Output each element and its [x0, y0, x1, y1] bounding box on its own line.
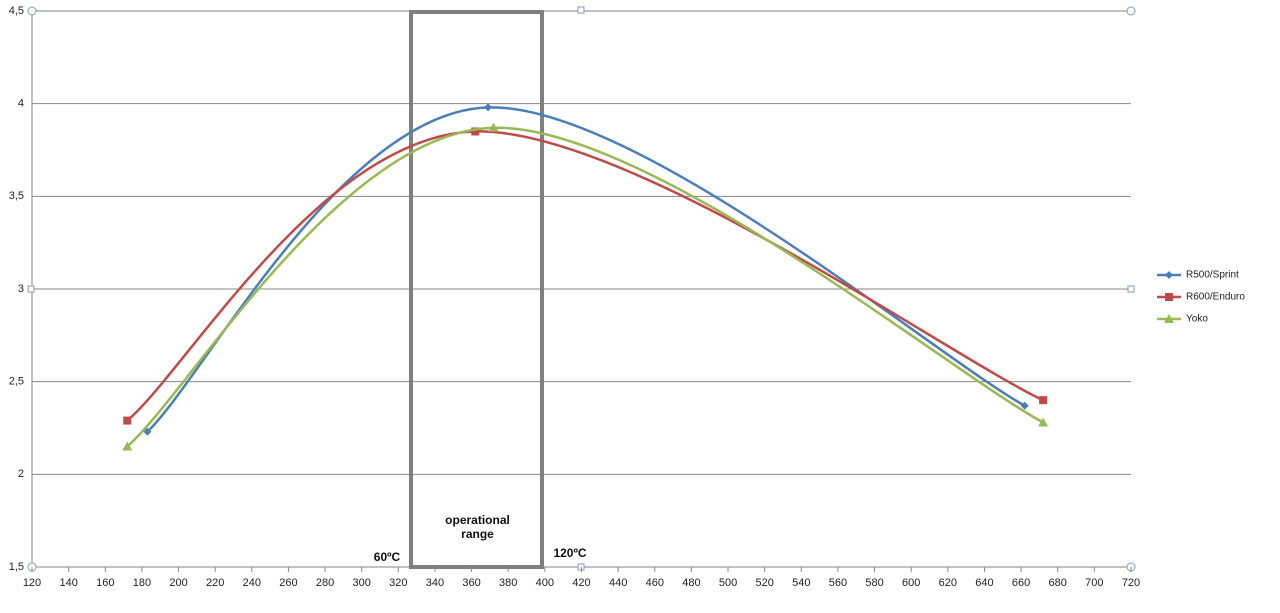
marker: [1039, 396, 1048, 405]
x-tick-label: 460: [646, 577, 664, 589]
marker: [471, 127, 480, 136]
x-tick-label: 620: [939, 577, 957, 589]
marker: [1038, 417, 1049, 427]
x-tick-label: 560: [829, 577, 847, 589]
x-tick-label: 160: [96, 577, 114, 589]
annotation: 120ºC: [553, 546, 587, 560]
marker: [123, 416, 132, 425]
plot-layer: 1,5 2 2,5 3 3,5 4 4,5 120 140 160 180 200 220 240 260 2…: [9, 5, 1246, 589]
series-line: [126, 126, 1044, 448]
marker: [1020, 401, 1029, 410]
annotation: operational range: [445, 513, 510, 541]
y-tick-label: 1,5: [9, 561, 24, 573]
marker: [1165, 271, 1173, 279]
x-tick-label: 320: [389, 577, 407, 589]
legend-label: R600/Enduro: [1186, 292, 1245, 303]
x-tick-label: 280: [316, 577, 334, 589]
marker: [488, 122, 499, 132]
x-tick-label: 360: [462, 577, 480, 589]
x-tick-label: 120: [23, 577, 41, 589]
x-tick-label: 340: [426, 577, 444, 589]
marker: [1165, 293, 1173, 301]
x-tick-label: 680: [1049, 577, 1067, 589]
legend-label: R500/Sprint: [1186, 270, 1239, 281]
marker: [484, 103, 493, 112]
y-tick-label: 2,5: [9, 376, 24, 388]
x-tick-label: 400: [536, 577, 554, 589]
x-tick-label: 140: [59, 577, 77, 589]
x-tick-label: 260: [279, 577, 297, 589]
annotation: 60ºC: [373, 550, 401, 564]
x-tick-label: 640: [975, 577, 993, 589]
x-tick-label: 540: [792, 577, 810, 589]
y-tick-label: 2: [18, 468, 24, 480]
y-tick-label: 3,5: [9, 190, 24, 202]
y-tick-label: 4,5: [9, 5, 24, 17]
x-tick-label: 660: [1012, 577, 1030, 589]
x-tick-label: 420: [572, 577, 590, 589]
x-tick-label: 440: [609, 577, 627, 589]
x-tick-label: 480: [682, 577, 700, 589]
x-tick-label: 520: [755, 577, 773, 589]
operational-range-box: [409, 10, 544, 569]
legend-label: Yoko: [1186, 314, 1208, 325]
x-tick-label: 720: [1122, 577, 1140, 589]
x-tick-label: 380: [499, 577, 517, 589]
x-tick-label: 600: [902, 577, 920, 589]
marker: [1164, 314, 1174, 323]
x-tick-label: 300: [353, 577, 371, 589]
x-tick-label: 220: [206, 577, 224, 589]
x-tick-label: 240: [243, 577, 261, 589]
x-tick-label: 200: [169, 577, 187, 589]
x-tick-label: 700: [1085, 577, 1103, 589]
marker: [122, 441, 133, 451]
x-tick-label: 180: [133, 577, 151, 589]
x-tick-label: 500: [719, 577, 737, 589]
series-line: [126, 130, 1044, 422]
y-tick-label: 4: [18, 98, 24, 110]
y-tick-label: 3: [18, 283, 24, 295]
x-tick-label: 580: [865, 577, 883, 589]
